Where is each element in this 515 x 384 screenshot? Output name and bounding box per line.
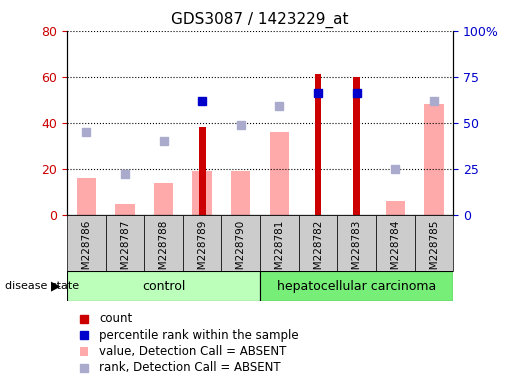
Bar xyxy=(386,201,405,215)
Text: percentile rank within the sample: percentile rank within the sample xyxy=(99,329,299,341)
Text: GSM228782: GSM228782 xyxy=(313,220,323,283)
Text: disease state: disease state xyxy=(5,281,79,291)
FancyBboxPatch shape xyxy=(260,215,299,271)
Text: count: count xyxy=(99,312,132,325)
Text: GSM228784: GSM228784 xyxy=(390,220,400,283)
FancyBboxPatch shape xyxy=(337,215,376,271)
Text: control: control xyxy=(142,280,185,293)
Text: GSM228781: GSM228781 xyxy=(274,220,284,283)
FancyBboxPatch shape xyxy=(260,271,453,301)
Bar xyxy=(80,346,88,356)
FancyBboxPatch shape xyxy=(144,215,183,271)
Text: ▶: ▶ xyxy=(51,280,61,293)
Bar xyxy=(77,178,96,215)
Text: rank, Detection Call = ABSENT: rank, Detection Call = ABSENT xyxy=(99,361,281,374)
Text: GSM228790: GSM228790 xyxy=(236,220,246,283)
Bar xyxy=(353,77,360,215)
Text: GSM228783: GSM228783 xyxy=(352,220,362,283)
FancyBboxPatch shape xyxy=(67,215,106,271)
FancyBboxPatch shape xyxy=(221,215,260,271)
FancyBboxPatch shape xyxy=(67,271,260,301)
Text: GSM228786: GSM228786 xyxy=(81,220,91,283)
Bar xyxy=(231,171,250,215)
Text: GSM228789: GSM228789 xyxy=(197,220,207,283)
Bar xyxy=(199,127,205,215)
Text: GSM228787: GSM228787 xyxy=(120,220,130,283)
Bar xyxy=(315,74,321,215)
FancyBboxPatch shape xyxy=(415,215,453,271)
Text: GSM228785: GSM228785 xyxy=(429,220,439,283)
Text: hepatocellular carcinoma: hepatocellular carcinoma xyxy=(277,280,436,293)
Text: GSM228788: GSM228788 xyxy=(159,220,168,283)
Bar xyxy=(154,183,173,215)
FancyBboxPatch shape xyxy=(299,215,337,271)
Bar xyxy=(270,132,289,215)
Bar xyxy=(115,204,134,215)
FancyBboxPatch shape xyxy=(106,215,144,271)
FancyBboxPatch shape xyxy=(183,215,221,271)
Title: GDS3087 / 1423229_at: GDS3087 / 1423229_at xyxy=(171,12,349,28)
Text: value, Detection Call = ABSENT: value, Detection Call = ABSENT xyxy=(99,345,286,358)
Bar xyxy=(424,104,443,215)
FancyBboxPatch shape xyxy=(376,215,415,271)
Bar xyxy=(193,171,212,215)
